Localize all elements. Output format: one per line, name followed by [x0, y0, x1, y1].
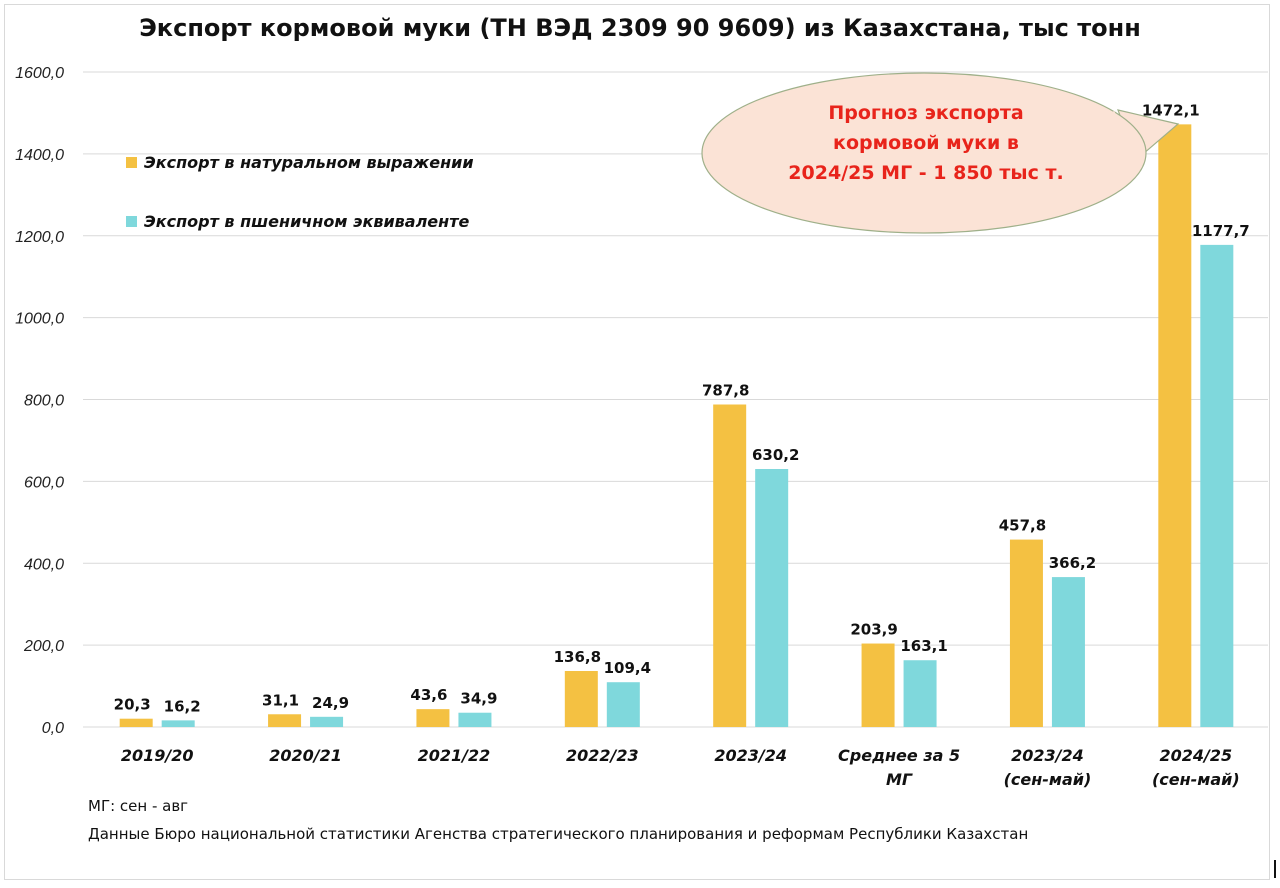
category-label: МГ: [886, 770, 913, 789]
category-label: 2022/23: [566, 746, 639, 765]
bar: [564, 670, 598, 727]
y-tick-label: 200,0: [23, 638, 64, 655]
data-label: 31,1: [262, 691, 299, 709]
data-label: 163,1: [900, 637, 947, 655]
bar: [119, 718, 153, 727]
bar: [1200, 244, 1234, 727]
forecast-callout: Прогноз экспорта кормовой муки в 2024/25 М…: [701, 72, 1180, 234]
data-label: 457,8: [999, 517, 1046, 535]
category-label: 2021/22: [418, 746, 491, 765]
legend: Экспорт в натуральном выражении Экспорт в…: [126, 153, 474, 231]
y-tick-label: 1000,0: [15, 311, 64, 328]
data-label: 787,8: [702, 381, 749, 399]
legend-swatch: [126, 216, 137, 227]
legend-swatch: [126, 157, 137, 168]
bar: [1051, 577, 1085, 727]
gridlines: [83, 71, 1268, 728]
category-label: 2023/24: [714, 746, 787, 765]
data-label: 109,4: [604, 659, 651, 677]
data-label: 20,3: [114, 696, 151, 714]
bar: [310, 716, 344, 727]
data-label: 24,9: [312, 694, 349, 712]
bar: [458, 712, 492, 727]
y-tick-label: 400,0: [24, 556, 64, 573]
data-label: 203,9: [850, 621, 897, 639]
legend-label: Экспорт в натуральном выражении: [144, 153, 474, 172]
data-label: 43,6: [410, 686, 447, 704]
category-label: (сен-май): [1004, 770, 1092, 789]
callout-text: 2024/25 МГ - 1 850 тыс т.: [788, 162, 1063, 184]
y-tick-label: 1600,0: [15, 65, 64, 82]
bar: [268, 714, 302, 727]
callout-text: Прогноз экспорта: [828, 102, 1023, 124]
bars: [119, 124, 1234, 727]
callout-joint: [1109, 110, 1135, 158]
y-axis-ticks: 0,0 200,0 400,0 600,0 800,0 1000,0 1200,0 1400,…: [15, 65, 64, 737]
y-tick-label: 800,0: [24, 393, 64, 410]
category-label: 2019/20: [121, 746, 194, 765]
bar: [161, 720, 195, 727]
callout-text: кормовой муки в: [833, 132, 1019, 154]
data-label: 630,2: [752, 446, 799, 464]
edge-mark: [1274, 860, 1276, 878]
chart-title: Экспорт кормовой муки (ТН ВЭД 2309 90 96…: [139, 14, 1141, 42]
y-tick-label: 1200,0: [15, 229, 64, 246]
bar: [903, 660, 937, 727]
season-note: МГ: сен - авг: [88, 797, 189, 815]
bar: [1009, 539, 1043, 727]
category-label: 2024/25: [1159, 746, 1232, 765]
bar: [713, 404, 747, 727]
bar: [755, 469, 789, 727]
data-label: 136,8: [554, 648, 601, 666]
category-label: (сен-май): [1152, 770, 1240, 789]
legend-label: Экспорт в пшеничном эквиваленте: [144, 212, 469, 231]
category-label: 2023/24: [1011, 746, 1084, 765]
y-tick-label: 1400,0: [15, 147, 64, 164]
bar: [861, 643, 895, 727]
data-label: 1472,1: [1142, 101, 1200, 119]
data-label: 366,2: [1049, 554, 1096, 572]
category-label: Среднее за 5: [838, 746, 960, 765]
callout-bubble: [701, 72, 1147, 234]
bar: [606, 682, 640, 727]
data-label: 34,9: [460, 690, 497, 708]
data-label: 16,2: [164, 697, 201, 715]
source-note: Данные Бюро национальной статистики Аген…: [88, 825, 1029, 843]
data-label: 1177,7: [1192, 222, 1250, 240]
category-label: 2020/21: [269, 746, 342, 765]
x-axis-categories: 2019/20 2020/21 2021/22 2022/23 2023/24 Средн…: [121, 746, 1240, 789]
bar: [416, 709, 450, 727]
bar: [1158, 124, 1192, 727]
y-tick-label: 600,0: [24, 474, 64, 491]
y-tick-label: 0,0: [42, 720, 64, 737]
